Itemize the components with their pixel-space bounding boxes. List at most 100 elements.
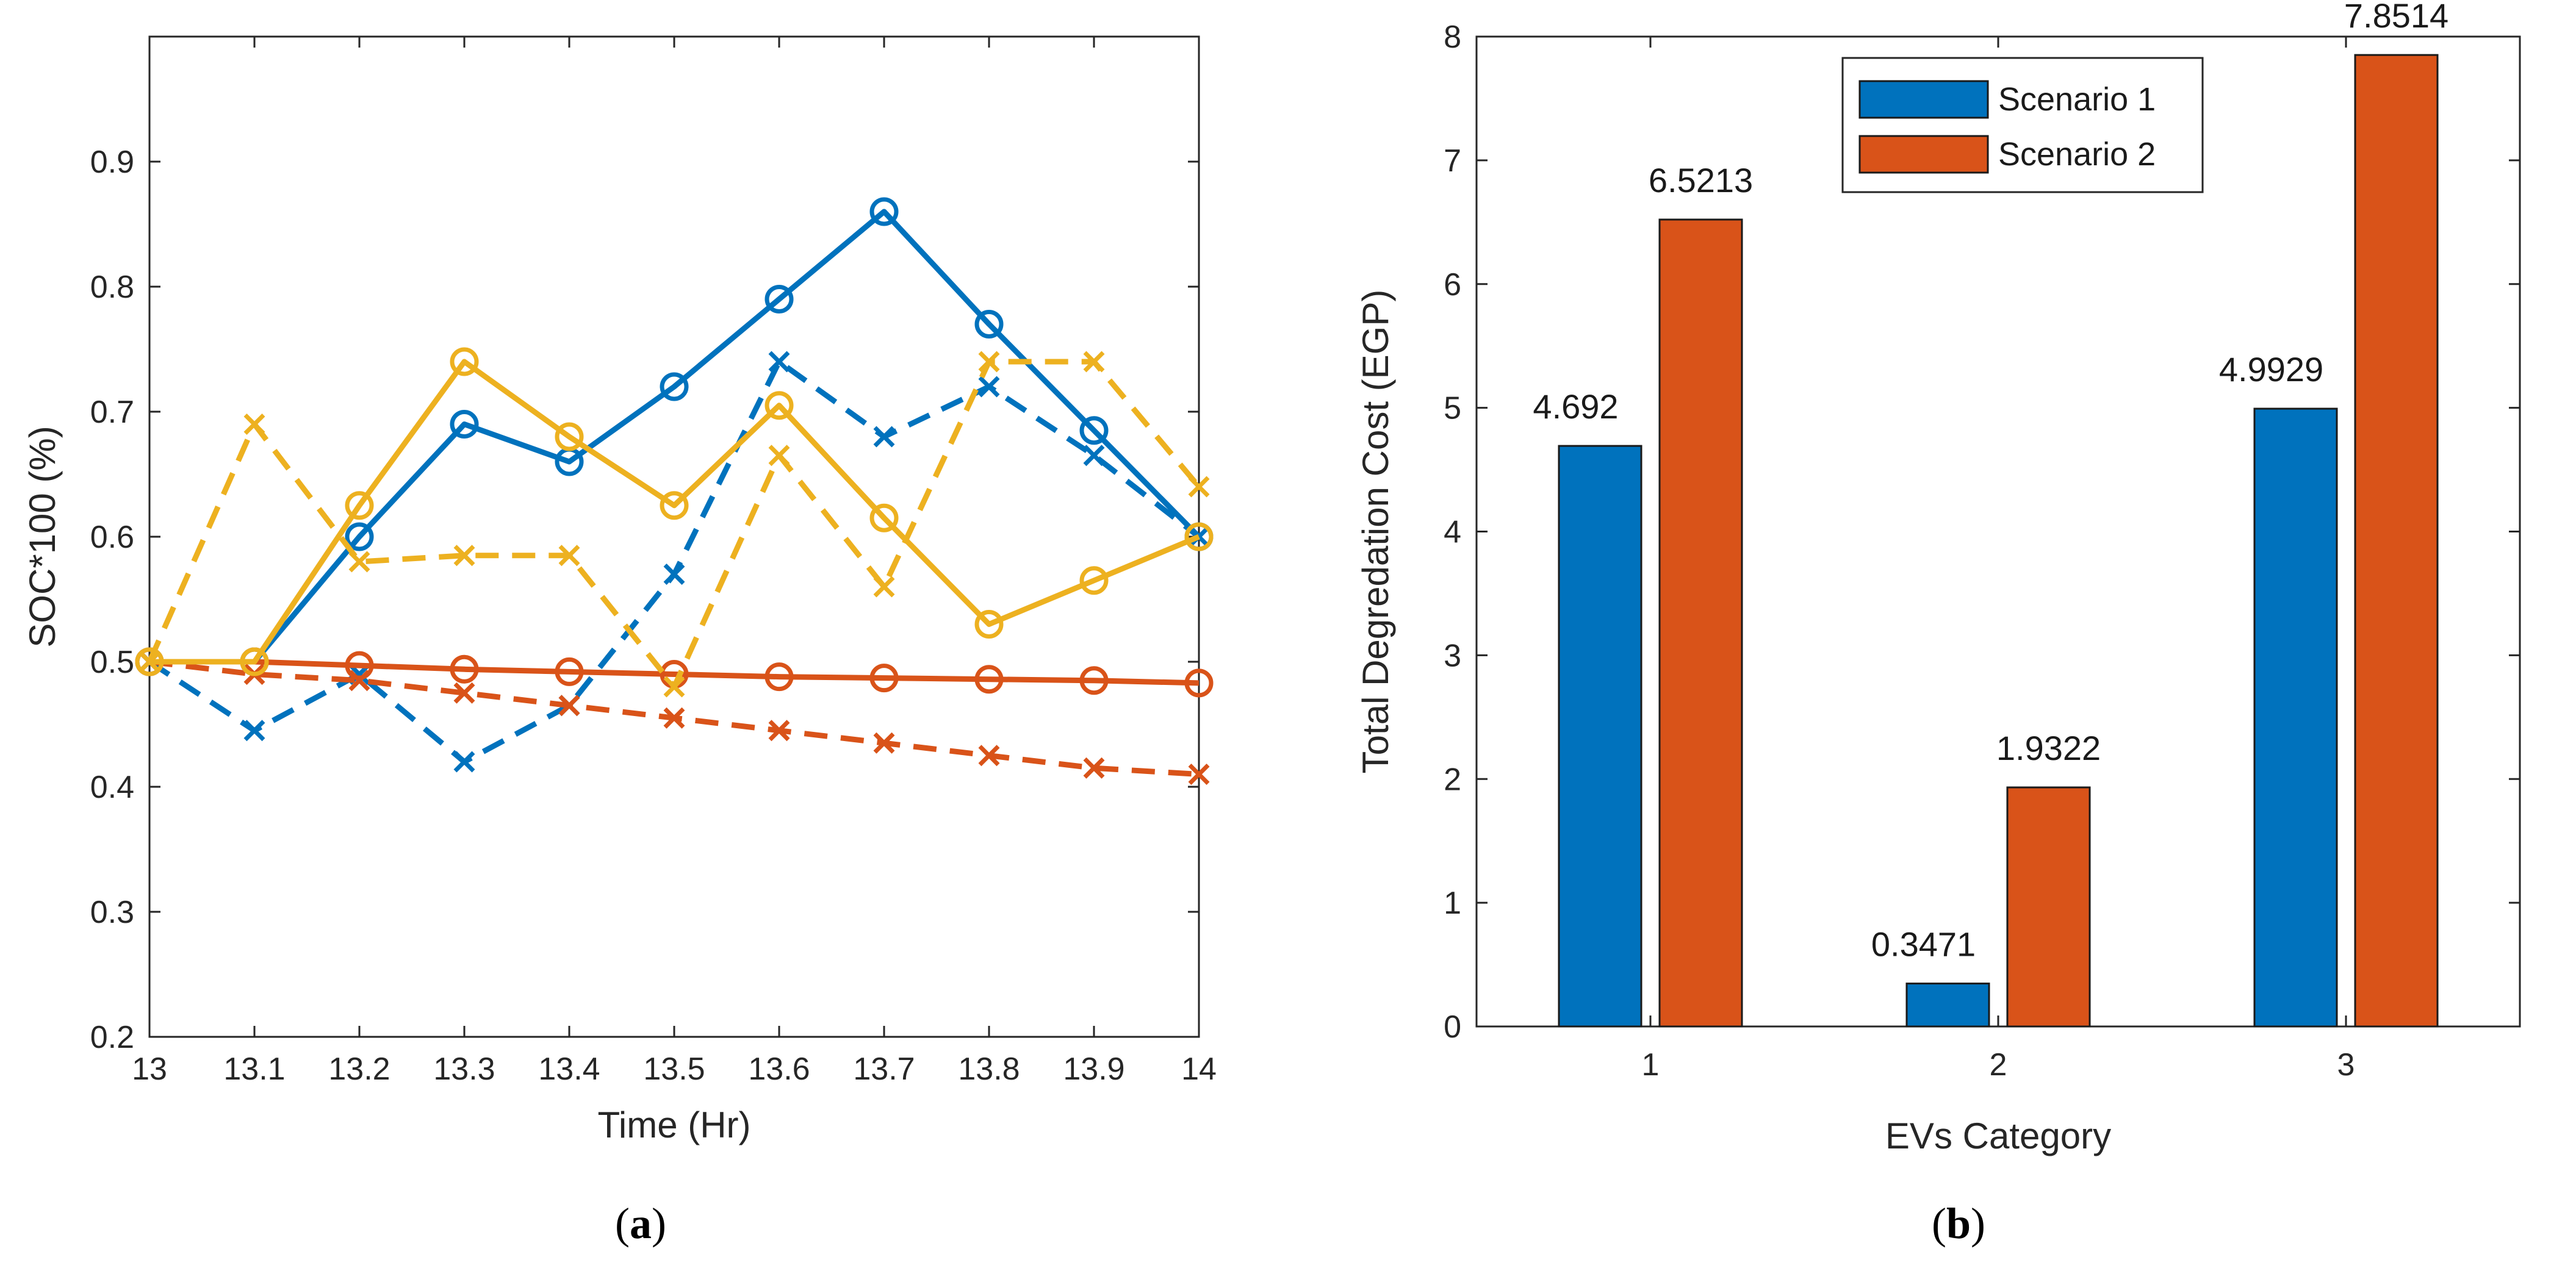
data-point-orange-solid [1079, 666, 1109, 695]
data-point-blue-solid [1079, 416, 1109, 445]
panel-b-bar-chart: 0 1 2 3 4 5 6 7 8 1 2 3 EVs Category Total Degredatio… [1355, 0, 2521, 1156]
data-point-orange-dashed [348, 670, 370, 692]
y-tick-label: 0.2 [90, 1020, 134, 1055]
y-tick-label: 3 [1444, 638, 1461, 673]
bar-scenario-1 [1558, 445, 1642, 1028]
plot-area-b [1475, 35, 2521, 1028]
bar-scenario-2 [1658, 218, 1743, 1028]
y-tick-label: 0.9 [90, 145, 134, 180]
data-point-yellow-solid [240, 647, 269, 676]
series-line-yellow-solid [149, 359, 1200, 665]
y-tick-label: 0.7 [90, 395, 134, 430]
data-point-orange-solid [974, 665, 1004, 694]
x-axis-label: EVs Category [1885, 1116, 2111, 1156]
data-point-blue-dashed [1083, 445, 1105, 467]
data-point-yellow-solid [345, 491, 374, 520]
data-point-yellow-solid [450, 347, 479, 376]
data-point-blue-dashed [873, 426, 895, 448]
x-tick-label: 13.6 [748, 1051, 810, 1087]
data-point-yellow-solid [869, 503, 899, 532]
data-point-yellow-dashed [243, 414, 265, 435]
data-point-orange-solid [1184, 668, 1214, 698]
x-tick-label: 13.5 [643, 1051, 705, 1087]
data-point-blue-solid [345, 522, 374, 551]
y-axis-label: SOC*100 (%) [22, 426, 63, 647]
x-tick-label: 13.3 [433, 1051, 495, 1087]
data-point-yellow-dashed [978, 351, 1000, 373]
x-tick-label: 13.1 [223, 1051, 285, 1087]
data-point-blue-dashed [768, 351, 790, 373]
y-tick-label: 0 [1444, 1009, 1461, 1045]
data-point-yellow-dashed [348, 551, 370, 573]
y-tick-label: 0.3 [90, 895, 134, 930]
data-point-blue-dashed [663, 564, 685, 585]
data-point-orange-dashed [1083, 757, 1105, 779]
data-point-yellow-solid [660, 491, 689, 520]
y-tick-label: 0.5 [90, 645, 134, 680]
data-point-orange-dashed [1188, 764, 1210, 785]
data-point-yellow-solid [135, 647, 164, 676]
y-tick-label: 1 [1444, 886, 1461, 921]
data-point-yellow-dashed [453, 545, 475, 567]
data-point-blue-solid [660, 372, 689, 401]
data-point-orange-dashed [873, 732, 895, 754]
data-label: 1.9322 [1996, 729, 2101, 767]
data-point-blue-solid [450, 410, 479, 439]
data-label: 0.3471 [1871, 925, 1976, 964]
y-tick-label: 0.6 [90, 520, 134, 555]
data-point-yellow-dashed [558, 545, 580, 567]
data-point-blue-solid [974, 310, 1004, 338]
plot-area-a [148, 35, 1200, 1038]
data-point-blue-dashed [453, 751, 475, 773]
data-point-blue-solid [765, 285, 794, 313]
data-point-yellow-solid [765, 391, 794, 420]
data-point-orange-solid [555, 657, 584, 686]
data-point-yellow-dashed [768, 445, 790, 467]
legend-label: Scenario 2 [1998, 136, 2156, 173]
bar-scenario-2 [2354, 54, 2439, 1028]
data-point-yellow-solid [974, 610, 1004, 639]
legend-swatch [1858, 135, 1989, 174]
data-point-orange-solid [765, 662, 794, 692]
data-point-yellow-dashed [873, 576, 895, 598]
data-label: 6.5213 [1649, 161, 1753, 199]
bar-scenario-1 [1905, 983, 1990, 1028]
y-axis-label: Total Degredation Cost (EGP) [1355, 290, 1396, 774]
data-point-orange-dashed [558, 695, 580, 717]
x-tick-label: 1 [1642, 1047, 1660, 1083]
x-tick-label: 13.2 [328, 1051, 390, 1087]
y-tick-label: 7 [1444, 143, 1461, 179]
data-point-yellow-dashed [139, 651, 160, 673]
caption-a: (a) [615, 1199, 666, 1248]
x-tick-label: 13.4 [538, 1051, 600, 1087]
y-tick-label: 8 [1444, 20, 1461, 55]
x-tick-label: 14 [1181, 1051, 1217, 1087]
data-point-blue-dashed [978, 376, 1000, 398]
data-point-orange-dashed [768, 720, 790, 742]
data-label: 4.9929 [2219, 350, 2323, 389]
data-point-orange-solid [869, 664, 899, 693]
x-tick-label: 13.8 [958, 1051, 1020, 1087]
data-point-yellow-solid [1184, 522, 1214, 551]
legend-label: Scenario 1 [1998, 81, 2156, 118]
data-point-yellow-dashed [1083, 351, 1105, 373]
x-tick-label: 13.7 [853, 1051, 915, 1087]
y-tick-label: 0.8 [90, 270, 134, 305]
data-point-blue-solid [869, 197, 899, 226]
y-tick-label: 4 [1444, 515, 1461, 550]
bar-scenario-1 [2253, 407, 2338, 1028]
data-point-orange-dashed [663, 707, 685, 729]
y-tick-label: 5 [1444, 391, 1461, 426]
x-tick-label: 3 [2337, 1047, 2355, 1083]
data-point-orange-solid [450, 654, 479, 684]
data-point-yellow-solid [555, 422, 584, 451]
panel-a-line-chart: 13 13.1 13.2 13.3 13.4 13.5 13.6 13.7 13.8 13.9 14… [22, 35, 1217, 1145]
data-point-orange-dashed [453, 682, 475, 704]
x-tick-label: 2 [1990, 1047, 2007, 1083]
series-line-orange-solid [149, 659, 1200, 686]
caption-b: (b) [1932, 1199, 1985, 1248]
data-point-yellow-dashed [1188, 476, 1210, 498]
data-point-yellow-solid [1079, 566, 1109, 595]
bar-scenario-2 [2006, 786, 2091, 1028]
data-label: 7.8514 [2344, 0, 2448, 35]
